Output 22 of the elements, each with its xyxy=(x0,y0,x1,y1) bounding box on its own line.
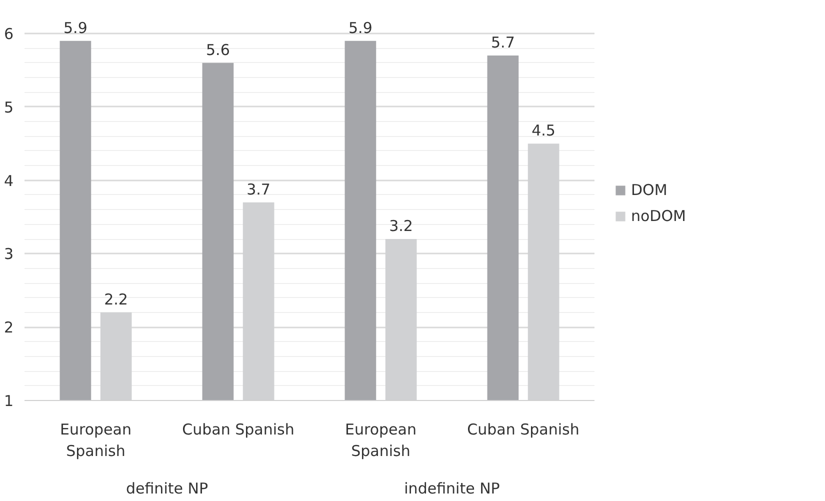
y-tick-label: 5 xyxy=(4,98,14,116)
data-label: 5.9 xyxy=(64,18,88,37)
text: indefinite NP xyxy=(404,480,500,498)
legend-label: noDOM xyxy=(631,206,686,224)
y-tick-label: 2 xyxy=(4,318,14,337)
data-label: 3.2 xyxy=(389,217,413,236)
data-label: 2.2 xyxy=(104,290,128,308)
data-label: 4.5 xyxy=(532,122,556,140)
legend-label: DOM xyxy=(631,180,668,198)
x-tick-label: European Spanish xyxy=(60,420,132,460)
y-tick-label: 6 xyxy=(4,25,14,43)
x-tick-label: Cuban Spanish xyxy=(182,420,294,438)
data-label: 5.6 xyxy=(206,40,230,59)
y-tick-label: 1 xyxy=(4,392,14,410)
data-label: 3.7 xyxy=(246,180,270,198)
x-tick-label: European Spanish xyxy=(345,420,416,460)
data-label: 5.7 xyxy=(491,34,515,52)
data-label: 5.9 xyxy=(348,18,372,37)
x-tick-label: Cuban Spanish xyxy=(467,420,580,438)
y-tick-label: 4 xyxy=(4,172,14,190)
y-tick-label: 3 xyxy=(4,245,14,264)
text: definite NP xyxy=(126,480,208,498)
